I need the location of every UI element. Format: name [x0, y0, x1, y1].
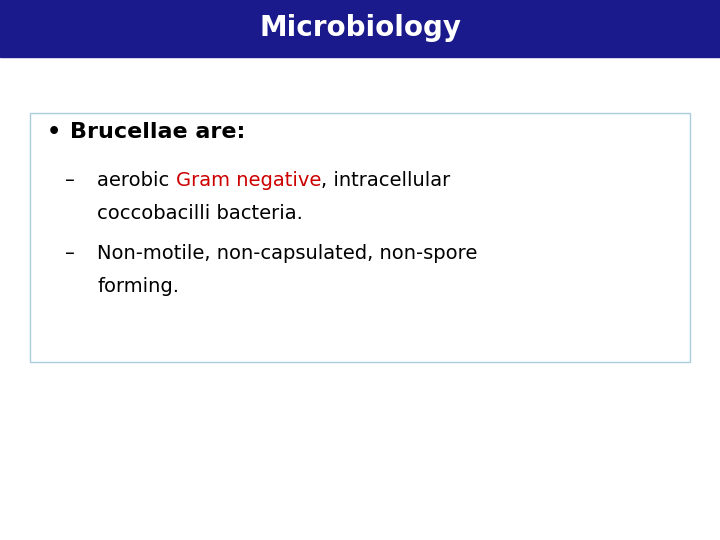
Text: Gram negative: Gram negative [176, 171, 321, 191]
Text: aerobic: aerobic [97, 171, 176, 191]
Bar [0, 0, 720, 57]
Text: Microbiology: Microbiology [259, 15, 461, 42]
Text: coccobacilli bacteria.: coccobacilli bacteria. [97, 204, 303, 223]
Text: , intracellular: , intracellular [321, 171, 450, 191]
Text: –: – [65, 171, 75, 191]
Text: forming.: forming. [97, 276, 179, 296]
Text: Brucellae are:: Brucellae are: [70, 122, 246, 143]
Text: –: – [65, 244, 75, 264]
FancyBboxPatch shape [30, 113, 690, 362]
Text: Non-motile, non-capsulated, non-spore: Non-motile, non-capsulated, non-spore [97, 244, 477, 264]
Text: •: • [47, 122, 61, 143]
